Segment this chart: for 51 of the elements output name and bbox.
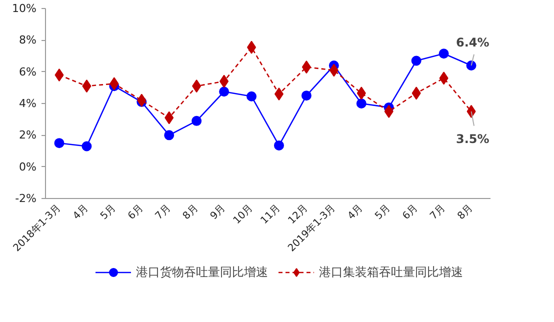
point [356,98,366,108]
point [274,88,284,100]
x-tick-label: 11月 [259,202,283,226]
point [301,90,312,101]
x-tick-label: 5月 [98,202,118,222]
point [82,80,92,93]
x-tick-label: 6月 [126,202,146,222]
y-tick-label: 4% [19,97,36,110]
annotation: 3.5% [456,132,490,146]
y-tick-label: 8% [19,34,36,47]
point [302,60,311,74]
x-tick-label: 5月 [373,202,393,222]
point [384,104,394,118]
x-tick-label: 8月 [456,202,476,222]
point [438,48,449,59]
point [247,40,256,54]
point [411,56,422,66]
point [219,86,230,97]
point [192,80,202,93]
point [356,86,366,100]
point [110,77,119,90]
point [192,116,202,126]
x-tick-label: 6月 [400,202,420,222]
point [246,91,257,102]
x-tick-label: 10月 [232,202,256,226]
point [439,72,448,85]
x-tick-label: 4月 [71,202,91,222]
point [220,74,229,88]
point [54,68,64,82]
x-tick-label: 9月 [208,202,228,222]
x-tick-label: 7月 [428,202,448,222]
y-tick-label: 0% [19,160,36,174]
point [329,64,338,77]
point [466,60,476,70]
point [164,111,174,124]
point [412,86,421,100]
x-tick-label: 4月 [346,202,366,222]
legend-label: 港口集装箱吞吐量同比增速 [319,264,463,280]
x-tick-label: 7月 [154,202,174,222]
point [164,130,174,140]
y-tick-label: 10% [12,2,37,15]
point [82,141,92,152]
legend-label: 港口货物吞吐量同比增速 [136,264,268,280]
point [54,138,64,148]
x-tick-label: 8月 [181,202,200,222]
point [274,140,284,150]
y-tick-label: -2% [15,192,36,205]
annotation: 6.4% [456,36,490,50]
point [137,94,146,107]
y-tick-label: 2% [19,128,36,142]
y-tick-label: 6% [19,65,36,78]
